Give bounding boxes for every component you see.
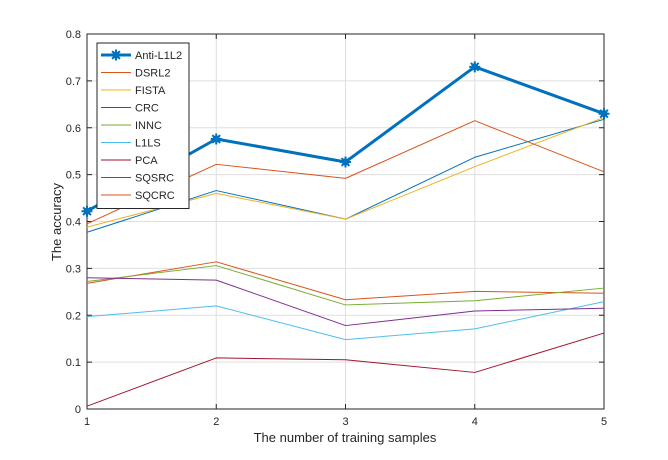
axes: 0 0.1 0.2 0.3 0.4 0.5 0.6 0.7 0.8 1 2 3 4 5 [66,29,607,428]
data-point [469,61,481,73]
legend-entry: SQSRC [101,173,174,185]
data-point [340,156,351,168]
y-tick-label: 0.5 [66,170,81,182]
legend-label: DSRL2 [135,68,170,80]
series-line-innc [86,265,605,306]
legend-label: CRC [135,103,159,115]
series-line-crc [86,277,605,327]
x-tick-label: 1 [84,416,90,428]
series-line-l1ls [86,301,605,341]
y-tick-label: 0.6 [66,123,81,135]
x-tick-label: 5 [601,416,607,428]
legend-entry: SQCRC [101,190,175,202]
y-tick-label: 0.1 [66,357,81,369]
legend-entry: CRC [101,103,159,115]
legend: Anti-L1L2 DSRL2 FISTA CRC INNC L1LS PCA SQSRC SQ… [96,42,190,209]
legend-entry: L1LS [101,138,161,150]
legend-entry: FISTA [101,85,166,97]
legend-entry: DSRL2 [101,68,170,80]
data-point [81,205,93,217]
y-tick-label: 0.8 [66,29,81,41]
x-tick-label: 4 [472,416,478,428]
legend-label: PCA [135,155,158,167]
legend-entry: Anti-L1L2 [101,49,182,62]
legend-label: L1LS [135,138,161,150]
legend-label: SQCRC [135,190,175,202]
y-tick-label: 0.4 [66,217,81,229]
legend-label: INNC [135,120,162,132]
x-tick-label: 2 [213,416,219,428]
y-axis-label: The accuracy [49,182,64,261]
y-tick-label: 0.7 [66,76,81,88]
legend-box [96,42,190,209]
y-tick-label: 0.2 [66,310,81,322]
legend-label: FISTA [135,85,166,97]
x-axis-label: The number of training samples [254,430,437,445]
legend-label: Anti-L1L2 [135,50,182,62]
y-tick-label: 0.3 [66,263,81,275]
legend-entry: PCA [101,155,158,167]
legend-entry: INNC [101,120,162,132]
data-point [210,133,222,145]
series-line-pca [86,332,605,407]
data-point [598,108,610,120]
x-tick-label: 3 [342,416,348,428]
axes-box [86,33,605,410]
series-line-sqcrc [86,261,605,301]
y-tick-label: 0 [75,404,81,416]
legend-label: SQSRC [135,173,174,185]
